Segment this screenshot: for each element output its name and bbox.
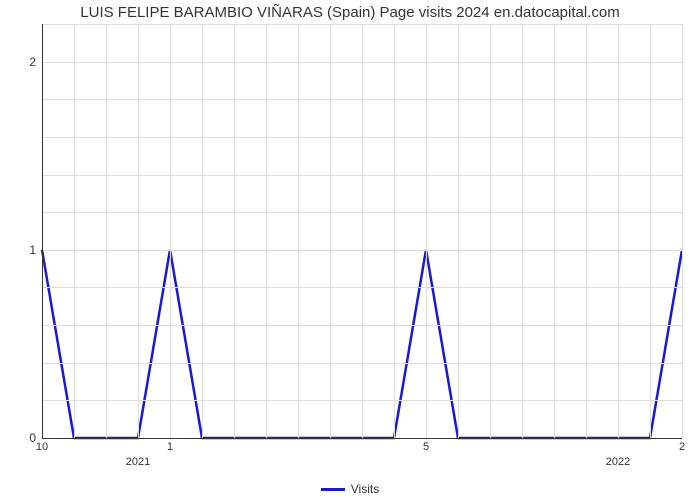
gridline-vertical xyxy=(330,24,331,438)
x-month-label: 2021 xyxy=(126,456,150,468)
x-axis-line xyxy=(42,438,682,439)
legend-swatch xyxy=(321,488,345,491)
x-tick-label: 10 xyxy=(36,441,48,453)
chart-container: LUIS FELIPE BARAMBIO VIÑARAS (Spain) Pag… xyxy=(0,0,700,500)
gridline-vertical xyxy=(394,24,395,438)
legend: Visits xyxy=(0,482,700,496)
gridline-vertical xyxy=(682,24,683,438)
gridline-vertical xyxy=(74,24,75,438)
gridline-vertical xyxy=(138,24,139,438)
gridline-vertical xyxy=(426,24,427,438)
x-tick-label: 1 xyxy=(167,441,173,453)
x-tick-label: 2 xyxy=(679,441,685,453)
y-axis-line xyxy=(42,24,43,438)
gridline-vertical xyxy=(202,24,203,438)
plot-area: 0121015220212022 xyxy=(42,24,682,438)
x-tick-label: 5 xyxy=(423,441,429,453)
gridline-vertical xyxy=(522,24,523,438)
gridline-vertical xyxy=(490,24,491,438)
gridline-vertical xyxy=(298,24,299,438)
gridline-vertical xyxy=(266,24,267,438)
y-tick-label: 2 xyxy=(29,55,36,69)
gridline-vertical xyxy=(586,24,587,438)
gridline-vertical xyxy=(650,24,651,438)
gridline-vertical xyxy=(458,24,459,438)
gridline-vertical xyxy=(106,24,107,438)
gridline-vertical xyxy=(362,24,363,438)
x-month-label: 2022 xyxy=(606,456,630,468)
gridline-vertical xyxy=(618,24,619,438)
legend-label: Visits xyxy=(351,482,379,496)
chart-title: LUIS FELIPE BARAMBIO VIÑARAS (Spain) Pag… xyxy=(0,4,700,21)
gridline-vertical xyxy=(554,24,555,438)
y-tick-label: 1 xyxy=(29,243,36,257)
gridline-vertical xyxy=(234,24,235,438)
gridline-vertical xyxy=(170,24,171,438)
